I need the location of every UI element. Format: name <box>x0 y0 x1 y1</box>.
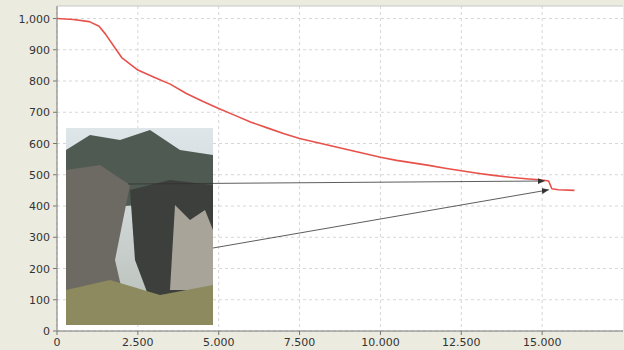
y-tick <box>53 331 57 332</box>
y-tick-label: 600 <box>29 138 50 151</box>
y-tick <box>53 268 57 269</box>
y-grid-line <box>57 81 623 82</box>
photo-sky <box>66 128 213 325</box>
x-tick <box>57 331 58 335</box>
x-tick-label: 15.000 <box>523 336 562 349</box>
y-tick-label: 500 <box>29 169 50 182</box>
y-tick <box>53 18 57 19</box>
background <box>0 0 624 350</box>
x-grid-line <box>299 6 300 331</box>
x-axis <box>57 331 623 332</box>
y-tick <box>53 237 57 238</box>
y-tick-label: 300 <box>29 231 50 244</box>
y-tick <box>53 112 57 113</box>
x-tick <box>542 331 543 335</box>
photo-bushes <box>66 280 213 325</box>
x-tick <box>461 331 462 335</box>
y-axis <box>57 6 58 331</box>
y-tick <box>53 143 57 144</box>
y-tick-label: 900 <box>29 44 50 57</box>
y-grid-line <box>57 331 623 332</box>
x-tick-label: 0 <box>54 336 61 349</box>
x-tick <box>218 331 219 335</box>
x-tick <box>299 331 300 335</box>
x-grid-line <box>542 6 543 331</box>
x-grid-line <box>57 6 58 331</box>
plot-area <box>57 6 623 331</box>
x-tick-label: 10.000 <box>361 336 400 349</box>
y-grid-line <box>57 49 623 50</box>
arrow <box>213 190 549 248</box>
y-tick-label: 0 <box>43 325 50 338</box>
y-tick <box>53 299 57 300</box>
y-tick <box>53 174 57 175</box>
y-grid-line <box>57 18 623 19</box>
chart: 0 100 200 300 400 500 600 700 800 900 1,000 0 2.500 5… <box>0 0 624 350</box>
y-grid-line <box>57 112 623 113</box>
x-grid-line <box>461 6 462 331</box>
x-tick-label: 2.500 <box>122 336 154 349</box>
y-tick-label: 400 <box>29 200 50 213</box>
photo-bare-tree <box>170 205 213 290</box>
y-tick <box>53 81 57 82</box>
y-tick-label: 100 <box>29 294 50 307</box>
x-grid-line <box>218 6 219 331</box>
x-grid-line <box>380 6 381 331</box>
arrow <box>128 181 545 184</box>
y-tick-label: 800 <box>29 75 50 88</box>
plot-frame-top <box>57 6 623 7</box>
y-tick-label: 1,000 <box>19 13 51 26</box>
y-tick-label: 200 <box>29 263 50 276</box>
x-tick-label: 5.000 <box>203 336 235 349</box>
x-tick-label: 7.500 <box>284 336 316 349</box>
photo-gorge <box>130 180 213 300</box>
x-tick <box>380 331 381 335</box>
y-tick <box>53 206 57 207</box>
x-tick <box>137 331 138 335</box>
photo <box>66 128 213 325</box>
x-tick-label: 12.500 <box>442 336 481 349</box>
y-tick <box>53 49 57 50</box>
y-tick-label: 700 <box>29 106 50 119</box>
